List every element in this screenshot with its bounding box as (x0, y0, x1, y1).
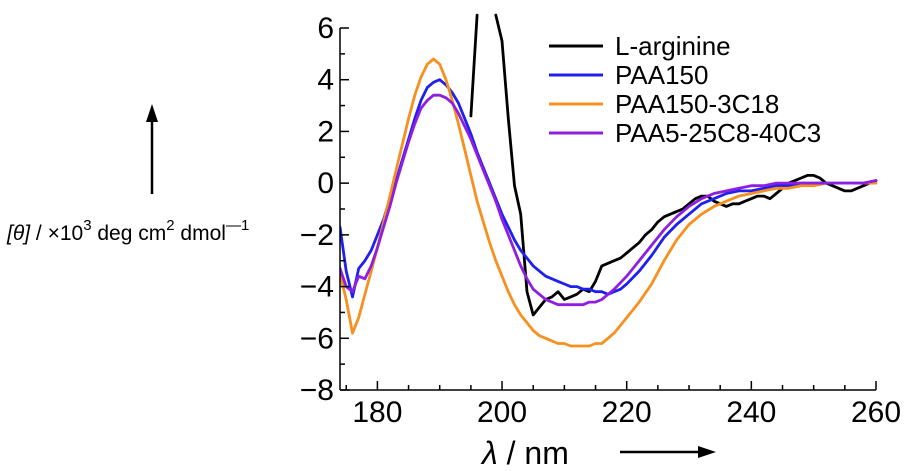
x-tick-label: 200 (477, 396, 527, 429)
y-tick-label: 6 (317, 12, 334, 45)
svg-text:[θ] / ×103 deg cm2 dmol—1: [θ] / ×103 deg cm2 dmol—1 (6, 217, 249, 245)
y-axis-label-unit2: dmol (175, 222, 226, 245)
plot-lines (340, 13, 878, 348)
y-axis-arrow (146, 104, 158, 194)
y-tick-label: 4 (317, 64, 334, 97)
y-axis-label: [θ] / ×103 deg cm2 dmol—1 (6, 104, 249, 245)
y-axis-label-unit1: deg cm (92, 222, 167, 245)
y-axis-label-prefix: / ×10 (30, 222, 83, 245)
y-axis-label-exponent: 3 (83, 217, 91, 234)
series-line-2 (340, 57, 878, 348)
y-axis-label-exponent3: —1 (226, 217, 249, 234)
legend: L-argininePAA150PAA150-3C18PAA5-25C8-40C… (549, 31, 821, 148)
series-line-3 (340, 93, 878, 307)
series-line-0 (469, 13, 878, 317)
y-tick-label: 2 (317, 115, 334, 148)
x-tick-label: 260 (851, 396, 901, 429)
y-tick-label: −6 (300, 322, 334, 355)
x-axis-label-text: / nm (498, 435, 569, 471)
legend-label: PAA150 (615, 60, 708, 90)
y-tick-label: −8 (300, 374, 334, 407)
y-tick-label: −2 (300, 219, 334, 252)
legend-label: L-arginine (615, 31, 731, 61)
y-axis-label-symbol: [θ] (6, 222, 31, 245)
x-axis-label: λ / nm (480, 435, 716, 471)
x-tick-label: 220 (602, 396, 652, 429)
x-axis-label-symbol: λ (480, 435, 498, 471)
y-tick-label: −4 (300, 271, 334, 304)
svg-text:λ / nm: λ / nm (480, 435, 569, 471)
axes (339, 27, 877, 391)
x-tick-label: 180 (352, 396, 402, 429)
y-tick-label: 0 (317, 167, 334, 200)
legend-label: PAA5-25C8-40C3 (615, 118, 821, 148)
y-axis-label-exponent2: 2 (166, 217, 174, 234)
x-tick-label: 240 (726, 396, 776, 429)
legend-label: PAA150-3C18 (615, 89, 779, 119)
x-axis-arrow (620, 446, 716, 458)
tick-labels: 6 4 2 0 −2 −4 −6 −8 180 200 220 240 260 (300, 12, 901, 429)
